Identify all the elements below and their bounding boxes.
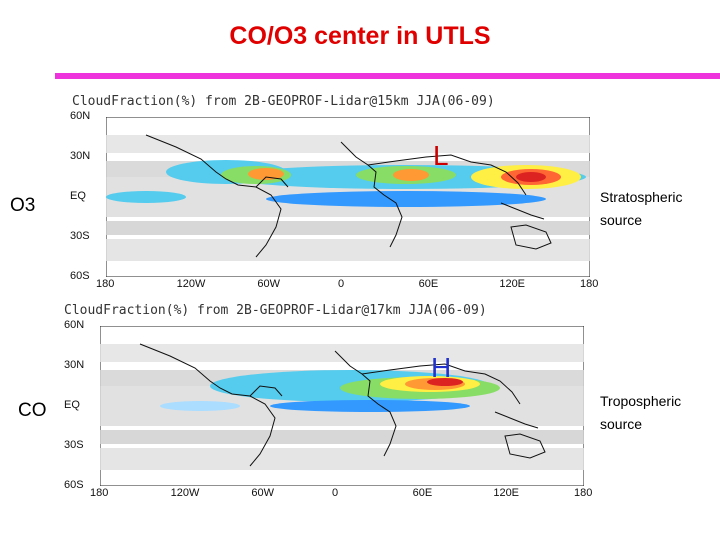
lon-tick-label: 60W	[257, 278, 280, 290]
lon-tick-label: 0	[332, 487, 339, 499]
coastline	[139, 343, 276, 467]
low-marker: L	[433, 140, 449, 171]
coastline	[500, 202, 545, 220]
lat-tick-label: EQ	[70, 190, 86, 202]
cloud-fraction-map-15km	[106, 117, 590, 277]
coastline	[494, 411, 539, 429]
map-heading-top: CloudFraction(%) from 2B-GEOPROF-Lidar@1…	[72, 94, 495, 109]
cloud-band	[100, 448, 584, 470]
lon-tick-label: 0	[338, 278, 345, 290]
cloud-fraction-map-17km	[100, 326, 584, 486]
cloud-band	[106, 239, 590, 261]
map-heading-bottom: CloudFraction(%) from 2B-GEOPROF-Lidar@1…	[64, 303, 487, 318]
lon-tick-label: 180	[90, 487, 109, 499]
coastline	[504, 433, 546, 459]
coastline	[334, 350, 397, 457]
lon-tick-label: 180	[580, 278, 599, 290]
lat-tick-label: EQ	[64, 399, 80, 411]
slide-title: CO/O3 center in UTLS	[229, 22, 491, 50]
lat-tick-label: 30N	[70, 150, 91, 162]
coastline	[249, 385, 283, 397]
lon-tick-label: 60E	[412, 487, 433, 499]
coastline	[367, 154, 527, 196]
coastline	[145, 134, 282, 258]
note-line: source	[600, 212, 643, 228]
lat-tick-label: 60S	[70, 270, 90, 282]
lon-tick-label: 180	[96, 278, 115, 290]
note-stratospheric: Stratospheric source	[600, 186, 682, 232]
note-tropospheric: Tropospheric source	[600, 390, 681, 436]
note-line: Stratospheric	[600, 189, 683, 205]
lat-tick-label: 30S	[70, 230, 90, 242]
cloud-blob	[106, 191, 186, 203]
coastline	[340, 141, 403, 248]
lon-tick-label: 180	[574, 487, 593, 499]
lat-tick-label: 30N	[64, 359, 85, 371]
lat-tick-label: 60N	[64, 319, 85, 331]
side-label-co: CO	[18, 400, 47, 421]
cloud-blob	[270, 400, 470, 412]
high-marker: H	[431, 352, 452, 383]
lon-tick-label: 120W	[176, 278, 206, 290]
lon-tick-label: 60W	[251, 487, 274, 499]
lon-tick-label: 120E	[499, 278, 526, 290]
lon-tick-label: 120E	[493, 487, 520, 499]
cloud-band	[100, 430, 584, 444]
coastline	[510, 224, 552, 250]
lat-tick-label: 60N	[70, 110, 91, 122]
lat-tick-label: 30S	[64, 439, 84, 451]
cloud-blob	[248, 168, 284, 180]
side-label-o3: O3	[10, 195, 36, 216]
lat-tick-label: 60S	[64, 479, 84, 491]
coastline	[255, 176, 289, 188]
cloud-blob	[160, 401, 240, 411]
note-line: source	[600, 416, 643, 432]
cloud-band	[106, 221, 590, 235]
cloud-blob	[393, 169, 429, 181]
coastline	[361, 363, 521, 405]
cloud-blob	[427, 378, 463, 386]
lon-tick-label: 60E	[418, 278, 439, 290]
note-line: Tropospheric	[600, 393, 682, 409]
lon-tick-label: 120W	[170, 487, 200, 499]
cloud-band	[100, 344, 584, 362]
cloud-blob	[516, 172, 546, 182]
cloud-band	[106, 135, 590, 153]
title-rule	[55, 73, 720, 79]
cloud-blob	[266, 191, 546, 207]
